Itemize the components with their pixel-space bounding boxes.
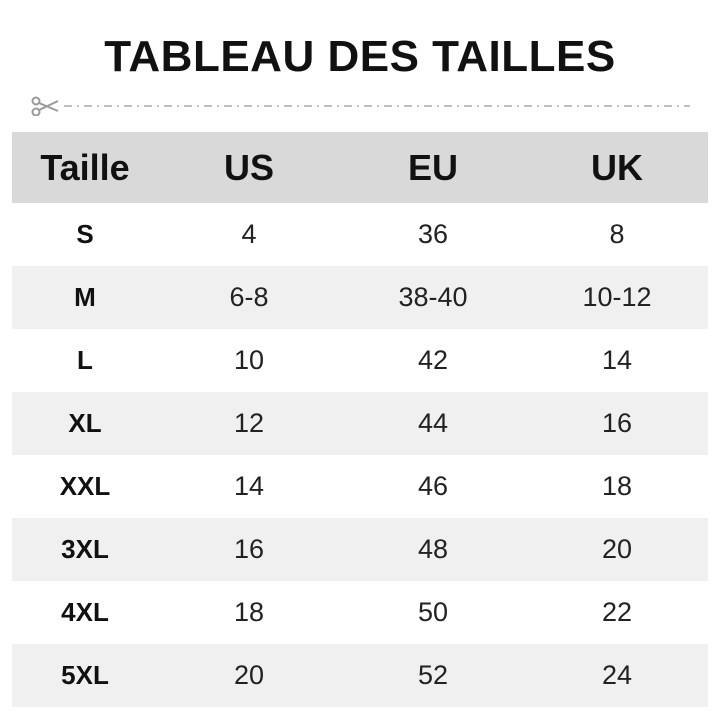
cell-eu: 44 — [417, 408, 449, 438]
cell-uk: 22 — [601, 597, 633, 627]
table-row: 5XL 20 52 24 — [12, 644, 708, 707]
table-header-row: Taille US EU UK — [12, 132, 708, 203]
table-row: L 10 42 14 — [12, 329, 708, 392]
cell-eu: 50 — [417, 597, 449, 627]
cut-line — [31, 96, 690, 116]
table-row: XL 12 44 16 — [12, 392, 708, 455]
cell-size: 4XL — [61, 597, 109, 627]
cell-us: 12 — [233, 408, 265, 438]
table-row: M 6-8 38-40 10-12 — [12, 266, 708, 329]
cell-size: 5XL — [61, 660, 109, 690]
cell-eu: 36 — [417, 219, 449, 249]
cell-size: 3XL — [61, 534, 109, 564]
cell-eu: 46 — [417, 471, 449, 501]
header-uk: UK — [591, 146, 643, 188]
table-row: 4XL 18 50 22 — [12, 581, 708, 644]
table-row: 3XL 16 48 20 — [12, 518, 708, 581]
size-table: Taille US EU UK S 4 36 8 M 6-8 38-40 10-12 L 10 42… — [12, 132, 708, 707]
cell-uk: 16 — [601, 408, 633, 438]
cell-uk: 8 — [609, 219, 625, 249]
cell-size: XXL — [59, 471, 111, 501]
table-row: S 4 36 8 — [12, 203, 708, 266]
cell-us: 20 — [233, 660, 265, 690]
cell-us: 16 — [233, 534, 265, 564]
cell-size: XL — [68, 408, 102, 438]
cell-us: 10 — [233, 345, 265, 375]
page-title: TABLEAU DES TAILLES — [104, 32, 616, 81]
scissors-icon — [31, 96, 59, 116]
cell-eu: 38-40 — [398, 282, 468, 312]
cell-eu: 52 — [417, 660, 449, 690]
table-row: XXL 14 46 18 — [12, 455, 708, 518]
cell-eu: 48 — [417, 534, 449, 564]
cell-uk: 24 — [601, 660, 633, 690]
header-eu: EU — [407, 146, 458, 188]
cell-uk: 10-12 — [582, 282, 652, 312]
cell-us: 4 — [241, 219, 257, 249]
cell-us: 18 — [233, 597, 265, 627]
cell-uk: 14 — [601, 345, 633, 375]
cell-size: M — [74, 282, 96, 312]
cell-us: 6-8 — [229, 282, 269, 312]
cell-uk: 18 — [601, 471, 633, 501]
header-size: Taille — [40, 146, 130, 188]
cell-us: 14 — [233, 471, 265, 501]
cell-uk: 20 — [601, 534, 633, 564]
cell-size: S — [76, 219, 94, 249]
cell-size: L — [77, 345, 93, 375]
cell-eu: 42 — [417, 345, 449, 375]
header-us: US — [223, 146, 274, 188]
